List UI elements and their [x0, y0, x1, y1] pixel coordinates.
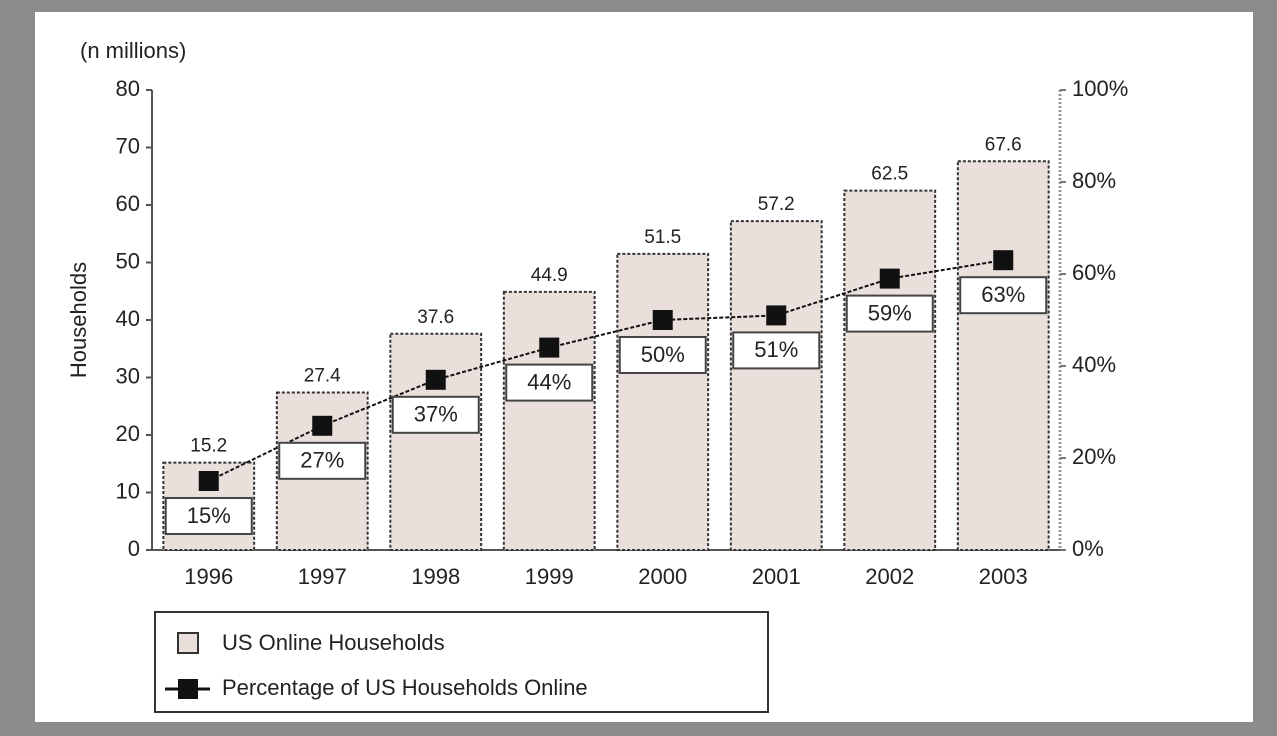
legend-label: US Online Households	[222, 630, 445, 655]
line-value-label: 27%	[300, 448, 344, 473]
line-marker	[652, 310, 673, 330]
x-tick-label: 2003	[979, 564, 1028, 589]
y2-tick-label: 0%	[1072, 536, 1104, 561]
y-tick-label: 10	[116, 478, 140, 503]
legend-swatch-marker	[178, 679, 198, 699]
bar	[843, 189, 937, 551]
line-marker	[539, 337, 560, 358]
line-value-label: 37%	[414, 402, 458, 427]
value-label-box	[732, 331, 821, 370]
y2-tick-label: 60%	[1072, 260, 1116, 285]
y-tick-label: 50	[116, 248, 140, 273]
x-tick-label: 1996	[184, 564, 233, 589]
unit-annotation: (n millions)	[80, 38, 186, 63]
y-tick-label: 40	[116, 306, 140, 331]
bar-value-label: 62.5	[871, 164, 908, 185]
line-marker	[879, 268, 900, 289]
x-tick-label: 2002	[865, 564, 914, 589]
y-tick-label: 80	[116, 76, 140, 101]
legend-label: Percentage of US Households Online	[222, 675, 588, 700]
bar-value-label: 37.6	[417, 307, 454, 328]
x-tick-label: 1998	[411, 564, 460, 589]
line-value-label: 50%	[641, 342, 685, 367]
y-axis-label: Households	[66, 262, 91, 378]
legend-swatch-bar	[177, 632, 199, 654]
line-marker	[198, 471, 219, 491]
line	[208, 259, 1004, 482]
x-tick-label: 1997	[298, 564, 347, 589]
value-label-box	[164, 497, 253, 535]
bar-value-label: 51.5	[644, 227, 681, 248]
x-tick-label: 2000	[638, 564, 687, 589]
bar	[956, 160, 1050, 552]
line-marker	[993, 250, 1014, 271]
value-label-box	[845, 294, 934, 333]
y2-tick-label: 40%	[1072, 352, 1116, 377]
bar	[616, 252, 710, 551]
y-tick-label: 30	[116, 363, 140, 388]
line-marker	[312, 415, 333, 436]
bar	[389, 332, 483, 551]
line-value-label: 51%	[754, 337, 798, 362]
y2-tick-label: 20%	[1072, 444, 1116, 469]
bar-value-label: 27.4	[304, 365, 341, 386]
y2-tick-label: 100%	[1072, 76, 1128, 101]
y-tick-label: 20	[116, 421, 140, 446]
line-value-label: 15%	[187, 503, 231, 528]
y-tick-label: 60	[116, 191, 140, 216]
y2-tick-label: 80%	[1072, 168, 1116, 193]
line-value-label: 59%	[868, 300, 912, 325]
line-value-label: 63%	[981, 282, 1025, 307]
y-tick-label: 0	[128, 536, 140, 561]
x-tick-label: 2001	[752, 564, 801, 589]
value-label-box	[278, 441, 367, 480]
line-marker	[766, 305, 787, 326]
y-tick-label: 70	[116, 133, 140, 158]
bar	[729, 220, 823, 551]
x-tick-label: 1999	[525, 564, 574, 589]
bar-value-label: 57.2	[758, 194, 795, 215]
value-label-box	[618, 336, 707, 374]
bar-value-label: 67.6	[985, 134, 1022, 155]
line-value-label: 44%	[527, 369, 571, 394]
value-label-box	[505, 363, 594, 402]
value-label-box	[959, 276, 1048, 315]
bar	[502, 290, 596, 551]
bar-value-label: 15.2	[190, 436, 227, 457]
value-label-box	[391, 395, 480, 434]
legend-box	[154, 611, 769, 713]
line-marker	[425, 369, 446, 390]
bar-value-label: 44.9	[531, 265, 568, 286]
